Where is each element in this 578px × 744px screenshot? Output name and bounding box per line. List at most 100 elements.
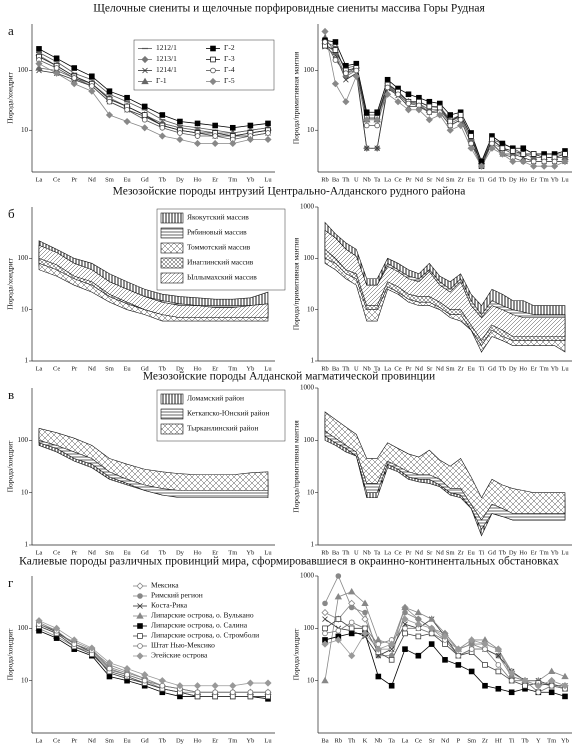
marker xyxy=(482,682,488,689)
y-tick-label: 10 xyxy=(21,305,29,313)
x-tick-label: Yb xyxy=(246,549,254,556)
marker xyxy=(343,62,349,69)
legend-swatch xyxy=(160,408,184,420)
y-tick-label: 1000 xyxy=(300,203,315,211)
legend-swatch xyxy=(160,242,184,254)
marker xyxy=(441,632,449,641)
x-tick-label: Sm xyxy=(446,176,455,183)
marker xyxy=(520,151,527,157)
marker xyxy=(335,573,342,579)
marker xyxy=(124,671,130,678)
y-axis-label: Порода/примитивная мантия xyxy=(292,51,301,144)
legend-label: Г-3 xyxy=(224,54,235,63)
x-tick-label: Tm xyxy=(228,365,237,372)
marker xyxy=(455,662,462,668)
marker xyxy=(89,73,95,80)
marker xyxy=(373,116,381,124)
x-tick-label: Ta xyxy=(374,176,381,183)
y-axis-label: Порода/примитивная мантия xyxy=(292,420,301,513)
x-tick-label: Tb xyxy=(159,737,166,744)
x-tick-label: Gd xyxy=(141,176,150,183)
x-tick-label: Er xyxy=(212,737,219,744)
y-tick-label: 100 xyxy=(304,66,315,74)
legend-label: Липарские острова, о. Салина xyxy=(151,621,248,630)
marker xyxy=(322,600,328,607)
marker xyxy=(141,116,148,123)
x-tick-label: Nd xyxy=(88,365,97,372)
y-tick-label: 10 xyxy=(307,676,315,684)
marker xyxy=(332,39,339,45)
marker xyxy=(347,587,356,595)
marker xyxy=(499,140,506,147)
x-tick-label: Ce xyxy=(53,365,60,372)
x-tick-label: Er xyxy=(531,549,538,556)
marker xyxy=(194,133,201,139)
series-line xyxy=(324,37,565,163)
x-tick-label: Zr xyxy=(482,737,489,744)
x-tick-label: Rb xyxy=(335,737,343,744)
x-tick-label: La xyxy=(36,737,43,744)
y-tick-label: 100 xyxy=(18,624,29,632)
marker xyxy=(335,616,342,622)
marker xyxy=(401,603,409,611)
marker xyxy=(562,693,568,700)
x-tick-label: Yb xyxy=(246,737,254,744)
y-tick-label: 10 xyxy=(21,488,29,496)
x-tick-label: Eu xyxy=(467,176,475,183)
marker xyxy=(498,150,506,158)
x-tick-label: Er xyxy=(212,176,219,183)
legend-label: Томмотский массив xyxy=(187,243,251,252)
marker xyxy=(468,646,475,652)
marker xyxy=(468,133,474,139)
x-tick-label: Gd xyxy=(488,176,497,183)
x-tick-label: Sr xyxy=(426,365,433,372)
marker xyxy=(384,90,392,98)
marker xyxy=(495,668,502,675)
marker xyxy=(71,65,78,71)
x-tick-label: Sm xyxy=(105,549,114,556)
x-tick-label: Yb xyxy=(246,176,254,183)
marker xyxy=(488,144,496,152)
marker xyxy=(322,39,328,45)
x-tick-label: Ba xyxy=(321,737,328,744)
section-title: Щелочные сиениты и щелочные порфировидны… xyxy=(93,3,485,15)
x-tick-label: Ce xyxy=(394,365,401,372)
marker xyxy=(88,87,96,95)
marker xyxy=(415,652,422,659)
x-tick-label: Er xyxy=(531,176,538,183)
y-axis-label: Порода/хондрит xyxy=(6,440,15,492)
band xyxy=(324,411,566,521)
legend-swatch xyxy=(160,272,184,284)
marker xyxy=(374,122,380,129)
marker xyxy=(265,130,271,136)
marker xyxy=(495,662,502,668)
marker xyxy=(495,685,502,692)
y-tick-label: 100 xyxy=(18,254,29,262)
marker xyxy=(210,56,216,63)
x-tick-label: Ho xyxy=(194,737,202,744)
x-tick-label: Dy xyxy=(509,176,518,183)
marker xyxy=(395,91,401,98)
marker xyxy=(141,112,148,118)
marker xyxy=(105,659,114,667)
marker xyxy=(136,582,144,590)
marker xyxy=(547,667,556,675)
legend-label: Тырканлинский район xyxy=(187,424,258,433)
marker xyxy=(348,625,355,632)
marker xyxy=(535,689,542,696)
marker xyxy=(562,151,568,157)
marker xyxy=(540,162,548,170)
marker xyxy=(457,112,464,118)
legend-swatch xyxy=(160,393,184,405)
x-tick-label: Nd xyxy=(436,176,445,183)
legend-label: Ыллымахский массив xyxy=(187,273,257,282)
marker xyxy=(106,673,113,680)
marker xyxy=(193,682,202,690)
marker xyxy=(35,64,43,71)
marker xyxy=(136,612,144,619)
series-line xyxy=(324,618,566,687)
x-tick-label: La xyxy=(36,365,43,372)
marker xyxy=(405,91,412,98)
x-tick-label: Ba xyxy=(332,365,339,372)
x-tick-label: Hf xyxy=(495,737,503,744)
